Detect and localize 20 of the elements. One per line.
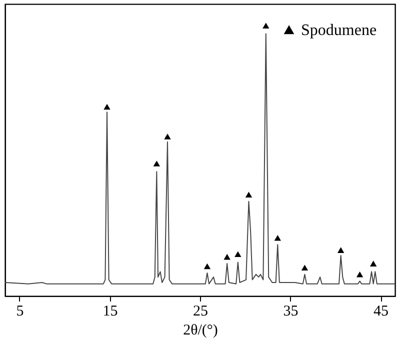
- legend-label: Spodumene: [301, 22, 377, 39]
- point: [274, 234, 281, 241]
- point: [301, 264, 308, 271]
- point: [164, 134, 171, 140]
- x-tick-label: 45: [374, 304, 389, 320]
- x-axis-title: 2θ/(°): [183, 322, 218, 338]
- x-tick-label: 35: [283, 304, 298, 320]
- point: [370, 260, 377, 266]
- point: [104, 104, 110, 110]
- point: [262, 22, 270, 29]
- x-tick-label: 25: [193, 304, 208, 320]
- point: [234, 251, 242, 257]
- x-tick-label: 15: [102, 304, 118, 320]
- point: [356, 271, 364, 278]
- point: [153, 160, 160, 166]
- x-tick-label: 5: [16, 304, 24, 320]
- point: [204, 263, 211, 270]
- point: [337, 247, 344, 253]
- point: [224, 254, 230, 260]
- point: [245, 192, 252, 198]
